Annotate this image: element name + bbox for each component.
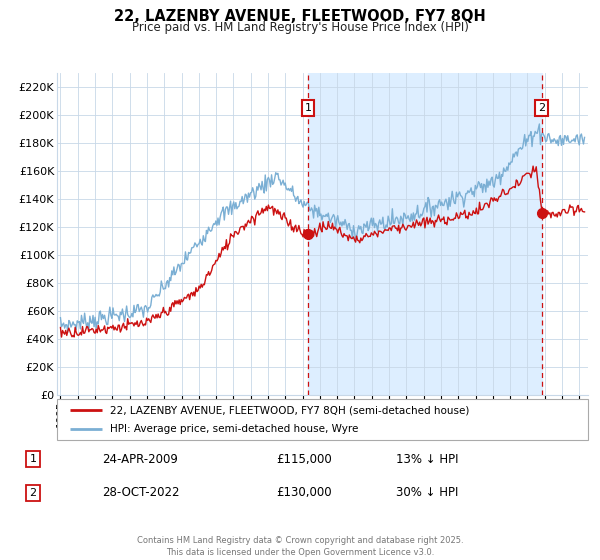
Text: Contains HM Land Registry data © Crown copyright and database right 2025.
This d: Contains HM Land Registry data © Crown c… [137, 536, 463, 557]
Text: 1: 1 [304, 103, 311, 113]
Text: Price paid vs. HM Land Registry's House Price Index (HPI): Price paid vs. HM Land Registry's House … [131, 21, 469, 34]
Text: £115,000: £115,000 [276, 452, 332, 466]
Text: 30% ↓ HPI: 30% ↓ HPI [396, 486, 458, 500]
Text: HPI: Average price, semi-detached house, Wyre: HPI: Average price, semi-detached house,… [110, 424, 358, 433]
Text: 24-APR-2009: 24-APR-2009 [102, 452, 178, 466]
FancyBboxPatch shape [57, 399, 588, 440]
Bar [308, 73, 542, 395]
Text: 22, LAZENBY AVENUE, FLEETWOOD, FY7 8QH (semi-detached house): 22, LAZENBY AVENUE, FLEETWOOD, FY7 8QH (… [110, 405, 469, 415]
Text: £130,000: £130,000 [276, 486, 332, 500]
Text: 13% ↓ HPI: 13% ↓ HPI [396, 452, 458, 466]
Text: 28-OCT-2022: 28-OCT-2022 [102, 486, 179, 500]
Text: 22, LAZENBY AVENUE, FLEETWOOD, FY7 8QH: 22, LAZENBY AVENUE, FLEETWOOD, FY7 8QH [114, 9, 486, 24]
Text: 2: 2 [538, 103, 545, 113]
Text: 2: 2 [29, 488, 37, 498]
Text: 1: 1 [29, 454, 37, 464]
